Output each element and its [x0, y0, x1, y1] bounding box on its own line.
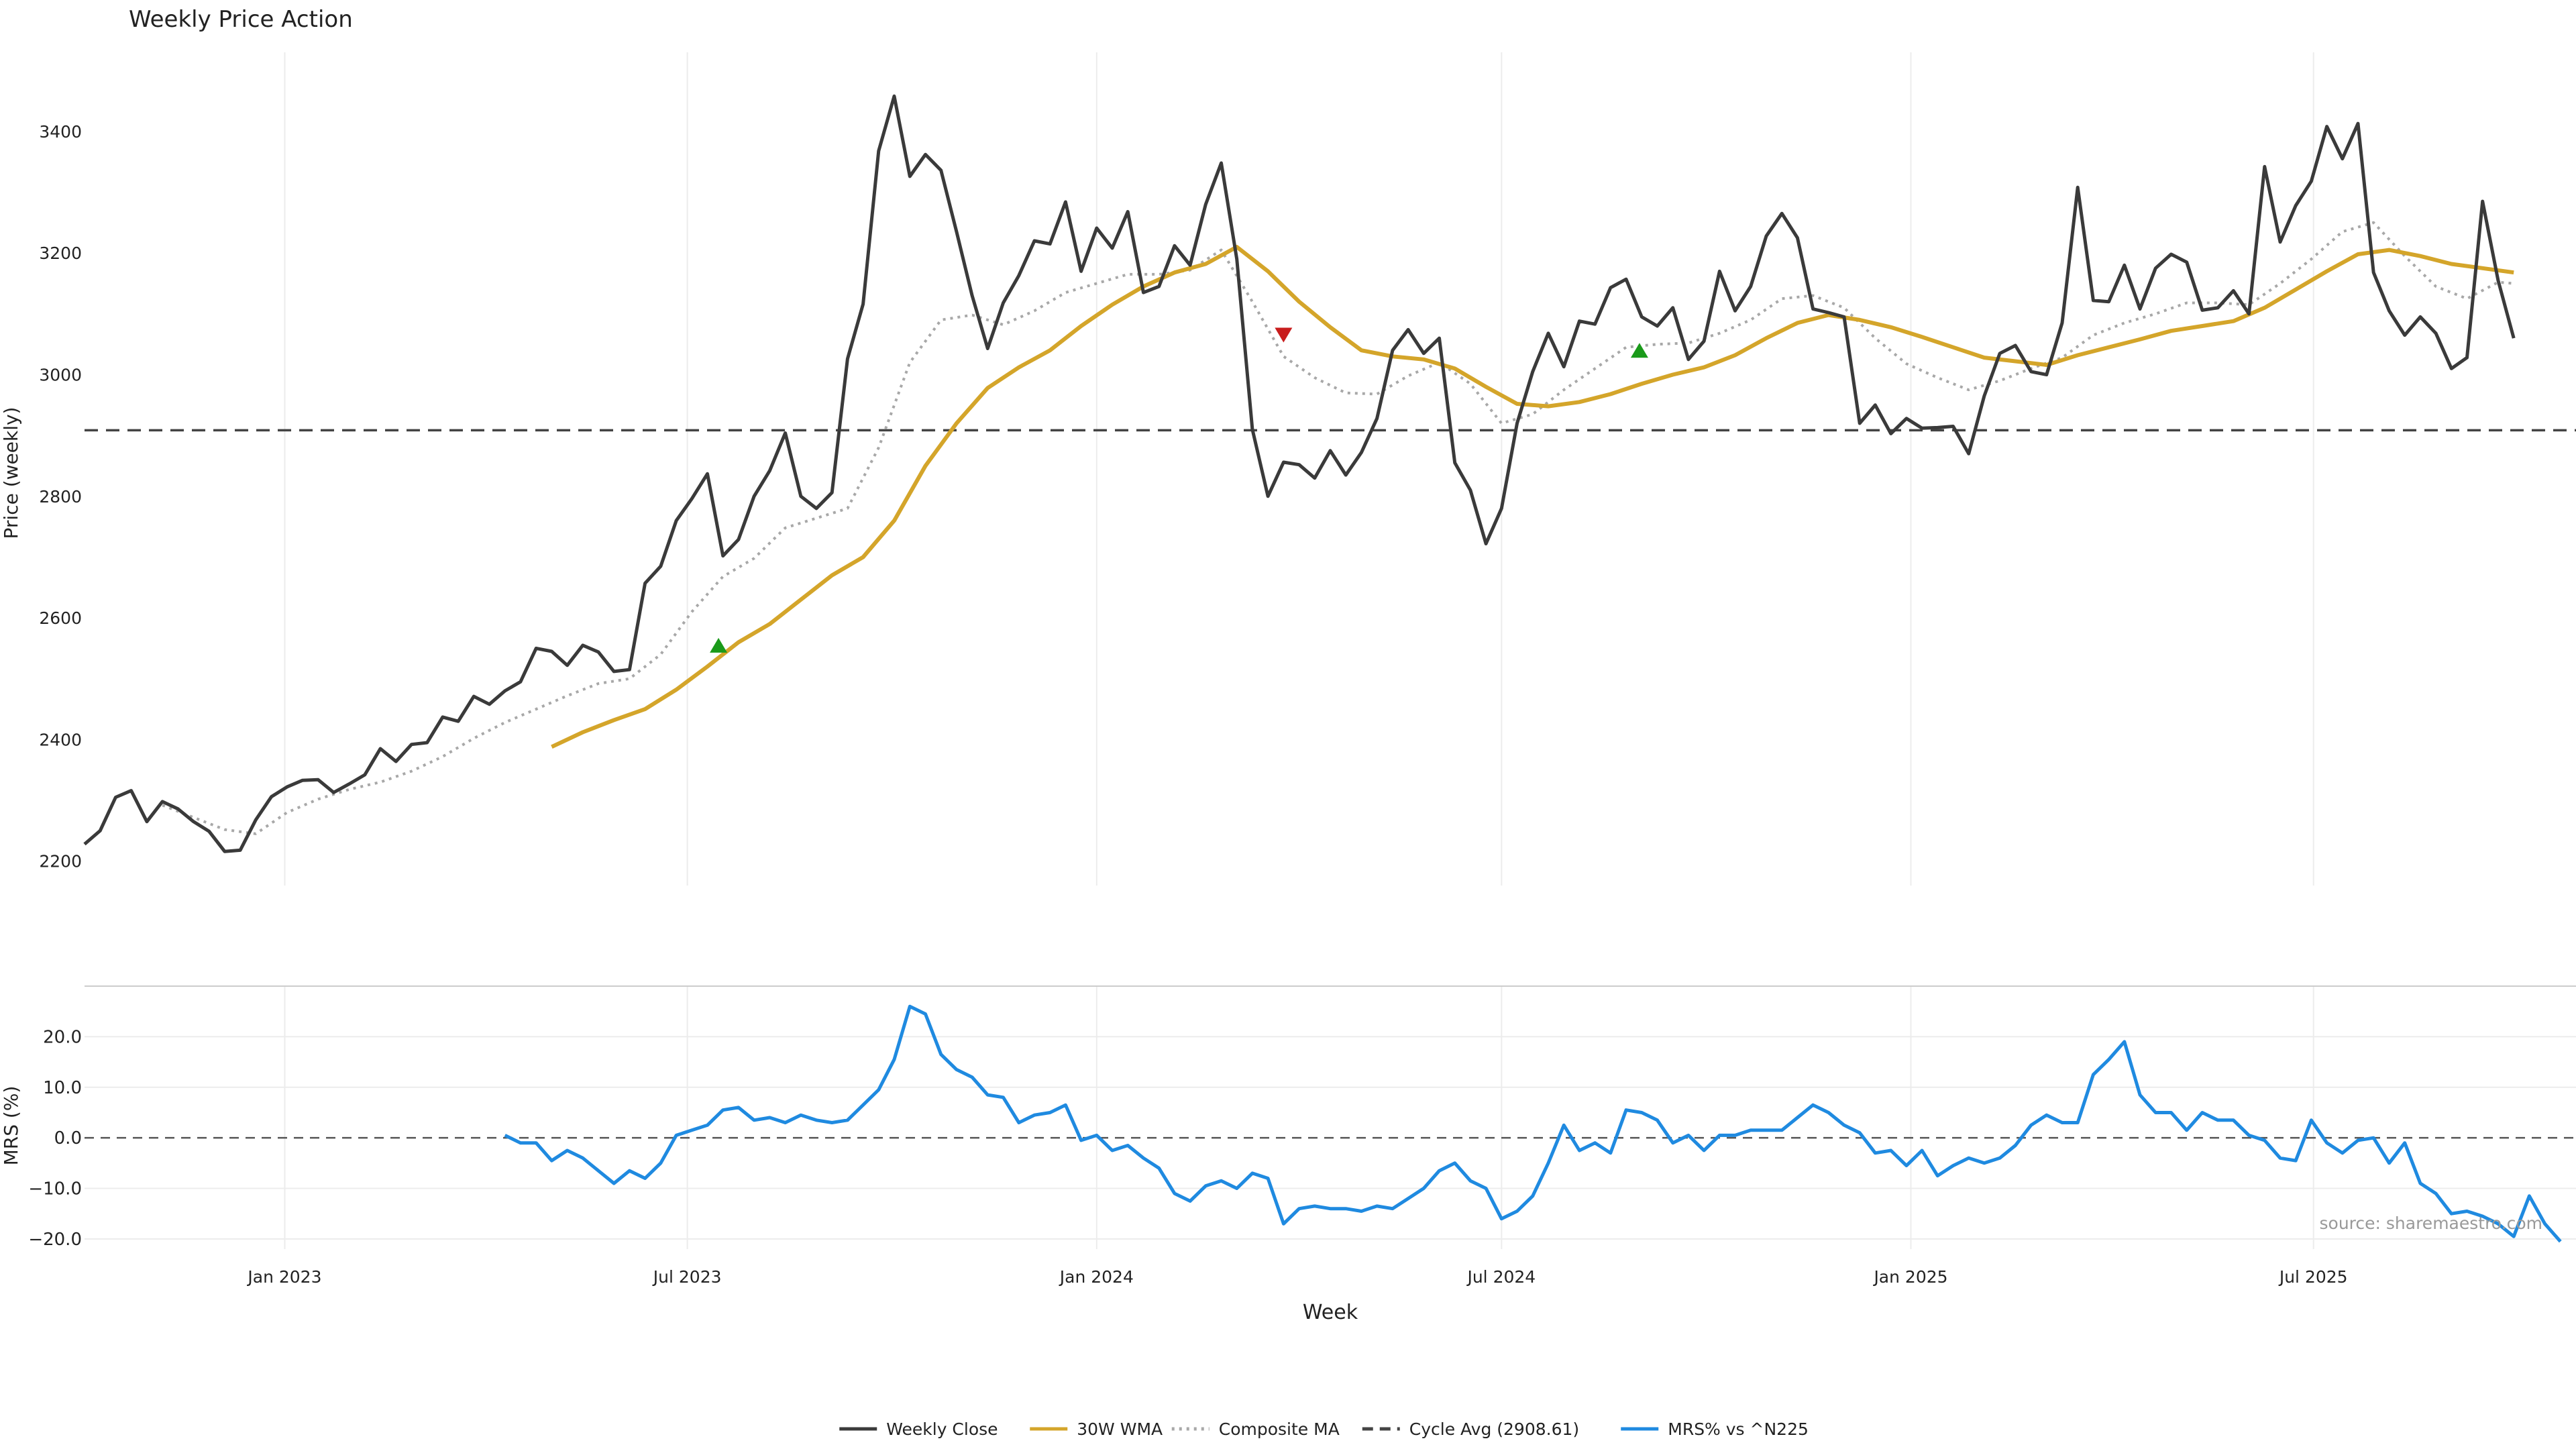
legend-label: Weekly Close	[886, 1419, 998, 1439]
buy-signal-marker	[710, 637, 728, 653]
price-y-axis-label: Price (weekly)	[0, 407, 22, 539]
legend-label: Composite MA	[1219, 1419, 1340, 1439]
legend-label: 30W WMA	[1077, 1419, 1163, 1439]
x-tick-label: Jan 2023	[246, 1267, 321, 1287]
buy-signal-marker	[1630, 343, 1648, 358]
mrs-y-tick-label: 20.0	[43, 1027, 82, 1047]
price-panel: 2200 2400 2600 2800 3000 3200 3400	[39, 52, 2576, 885]
legend-label: Cycle Avg (2908.61)	[1409, 1419, 1579, 1439]
sell-signal-marker	[1275, 327, 1293, 343]
series-30w-wma	[551, 245, 2514, 749]
chart-title: Weekly Price Action	[129, 6, 353, 33]
price-y-tick-label: 2200	[39, 852, 82, 871]
x-tick-label: Jan 2025	[1872, 1267, 1947, 1287]
series-weekly-close	[83, 94, 2516, 853]
mrs-y-axis-label: MRS (%)	[0, 1086, 22, 1166]
series-mrs-vs-n225	[504, 1004, 2562, 1243]
series-composite-ma	[162, 221, 2514, 835]
price-y-tick-label: 3000	[39, 365, 82, 384]
mrs-panel: 20.0 10.0 0.0 −10.0 −20.0	[28, 985, 2576, 1250]
mrs-y-tick-label: 10.0	[43, 1078, 82, 1098]
x-axis: Jan 2023 Jul 2023 Jan 2024 Jul 2024 Jan 2025…	[246, 1267, 2347, 1287]
legend: Weekly Close 30W WMA Composite MA Cycle Avg…	[839, 1419, 1809, 1439]
price-y-tick-label: 3200	[39, 244, 82, 263]
mrs-y-tick-label: 0.0	[54, 1128, 82, 1148]
x-axis-label: Week	[1303, 1301, 1358, 1324]
x-tick-label: Jul 2023	[652, 1267, 722, 1287]
source-credit: source: sharemaestro.com	[2320, 1214, 2543, 1233]
price-y-tick-label: 2600	[39, 608, 82, 628]
legend-label: MRS% vs ^N225	[1668, 1419, 1809, 1439]
price-y-tick-label: 2800	[39, 487, 82, 506]
price-y-tick-label: 3400	[39, 122, 82, 142]
x-tick-label: Jul 2025	[2278, 1267, 2348, 1287]
mrs-y-tick-label: −10.0	[28, 1179, 82, 1199]
x-tick-label: Jan 2024	[1059, 1267, 1134, 1287]
x-tick-label: Jul 2024	[1466, 1267, 1536, 1287]
price-y-tick-label: 2400	[39, 730, 82, 749]
mrs-y-tick-label: −20.0	[28, 1230, 82, 1250]
